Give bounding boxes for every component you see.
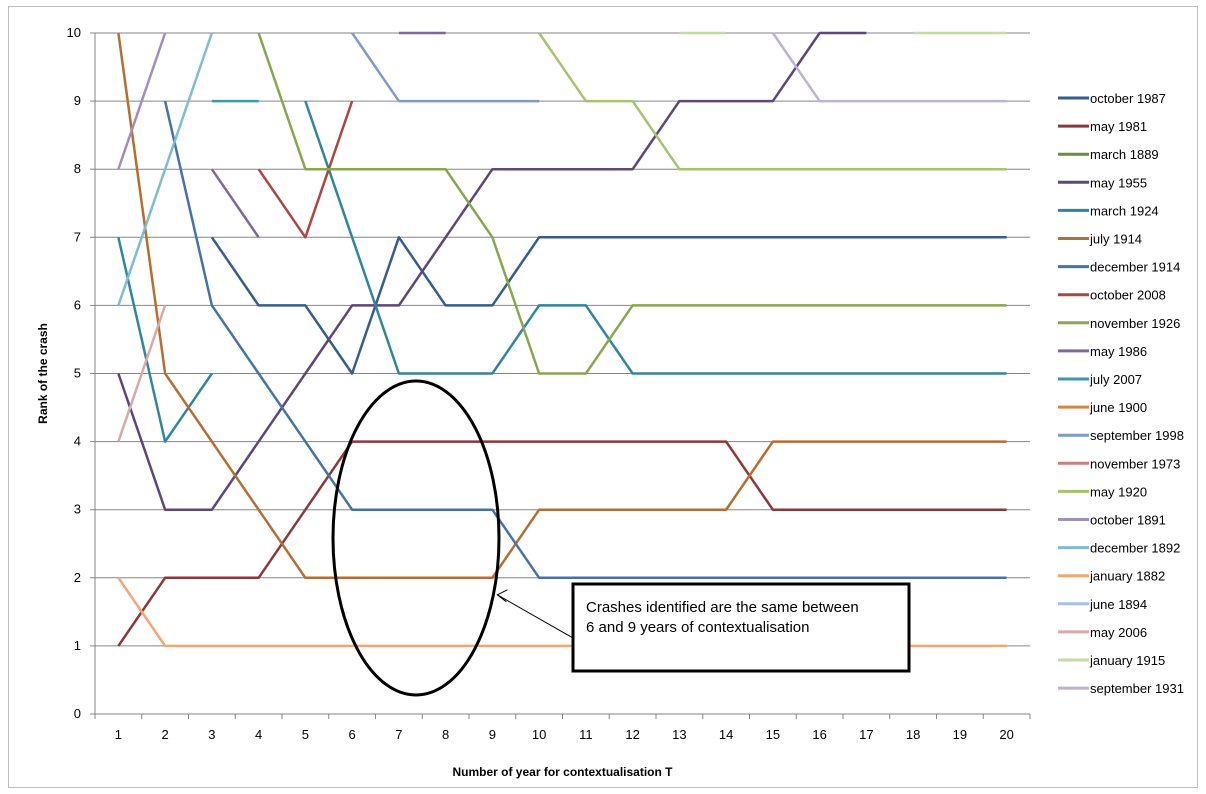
annotation-arrowhead: [496, 589, 508, 603]
legend-label: january 1915: [1089, 653, 1165, 668]
legend-label: january 1882: [1089, 569, 1165, 584]
series-line: [210, 236, 1007, 375]
y-tick-label: 6: [74, 297, 81, 312]
x-tick-label: 3: [208, 727, 215, 742]
series-line: [304, 100, 1007, 375]
legend-label: may 1955: [1090, 175, 1147, 190]
x-tick-label: 14: [719, 727, 733, 742]
legend-label: may 1981: [1090, 119, 1147, 134]
legend-label: march 1889: [1090, 147, 1159, 162]
legend-label: september 1931: [1090, 681, 1184, 696]
annotation: Crashes identified are the same between …: [331, 379, 911, 697]
y-axis-title: Rank of the crash: [36, 323, 50, 424]
annotation-box: [571, 582, 911, 673]
y-tick-label: 1: [74, 638, 81, 653]
legend-label: october 2008: [1090, 288, 1166, 303]
y-tick-label: 7: [74, 229, 81, 244]
x-tick-label: 19: [953, 727, 967, 742]
x-tick-label: 9: [489, 727, 496, 742]
series-line: [257, 32, 1007, 375]
legend-label: may 1920: [1090, 484, 1147, 499]
series-line: [257, 100, 354, 239]
y-tick-label: 9: [74, 93, 81, 108]
annotation-text-line2: 6 and 9 years of contextualisation: [586, 619, 809, 636]
series-line: [771, 32, 1007, 103]
legend-label: july 1914: [1089, 232, 1142, 247]
x-tick-label: 5: [302, 727, 309, 742]
series-line: [117, 304, 167, 443]
series-line: [538, 32, 1007, 171]
annotation-ellipse: [331, 379, 501, 697]
y-tick-label: 0: [74, 706, 81, 721]
x-axis-title: Number of year for contextualisation T: [452, 765, 673, 779]
series-line: [351, 32, 540, 103]
series-line: [117, 440, 1007, 647]
legend-label: october 1891: [1090, 513, 1166, 528]
x-tick-label: 20: [999, 727, 1013, 742]
legend-label: may 1986: [1090, 344, 1147, 359]
x-tick-label: 10: [532, 727, 546, 742]
legend-label: october 1987: [1090, 91, 1166, 106]
x-tick-label: 4: [255, 727, 262, 742]
series-line: [117, 32, 214, 306]
x-tick-label: 7: [395, 727, 402, 742]
legend-label: december 1892: [1090, 541, 1180, 556]
x-tick-label: 18: [906, 727, 920, 742]
annotation-text-line1: Crashes identified are the same between: [586, 599, 859, 616]
legend-label: june 1894: [1089, 597, 1147, 612]
legend-label: july 2007: [1089, 372, 1142, 387]
series-line: [117, 31, 867, 511]
x-tick-label: 8: [442, 727, 449, 742]
legend-label: november 1926: [1090, 316, 1180, 331]
series-line: [163, 100, 1007, 580]
y-tick-label: 4: [74, 434, 81, 449]
annotation-arrow: [497, 594, 574, 639]
series-line: [117, 237, 213, 443]
x-tick-label: 17: [859, 727, 873, 742]
series-lines: [117, 31, 1007, 648]
y-tick-label: 5: [74, 366, 81, 381]
x-tick-label: 2: [162, 727, 169, 742]
x-tick-label: 16: [812, 727, 826, 742]
legend-label: november 1973: [1090, 456, 1180, 471]
legend-label: march 1924: [1090, 203, 1159, 218]
y-tick-label: 3: [74, 502, 81, 517]
legend-label: may 2006: [1090, 625, 1147, 640]
x-tick-label: 12: [625, 727, 639, 742]
x-tick-label: 6: [349, 727, 356, 742]
x-tick-label: 13: [672, 727, 686, 742]
x-tick-label: 11: [579, 727, 593, 742]
series-line: [210, 168, 260, 239]
x-tick-label: 15: [766, 727, 780, 742]
x-tick-label: 1: [115, 727, 122, 742]
series-line: [117, 32, 1007, 580]
y-tick-label: 10: [67, 25, 81, 40]
legend-label: september 1998: [1090, 428, 1184, 443]
legend-label: june 1900: [1089, 400, 1147, 415]
y-tick-label: 8: [74, 161, 81, 176]
series-line: [117, 32, 167, 170]
y-tick-label: 2: [74, 570, 81, 585]
legend: october 1987 may 1981 march 1889 may 1955 ma…: [1058, 91, 1184, 696]
legend-label: december 1914: [1090, 260, 1180, 275]
